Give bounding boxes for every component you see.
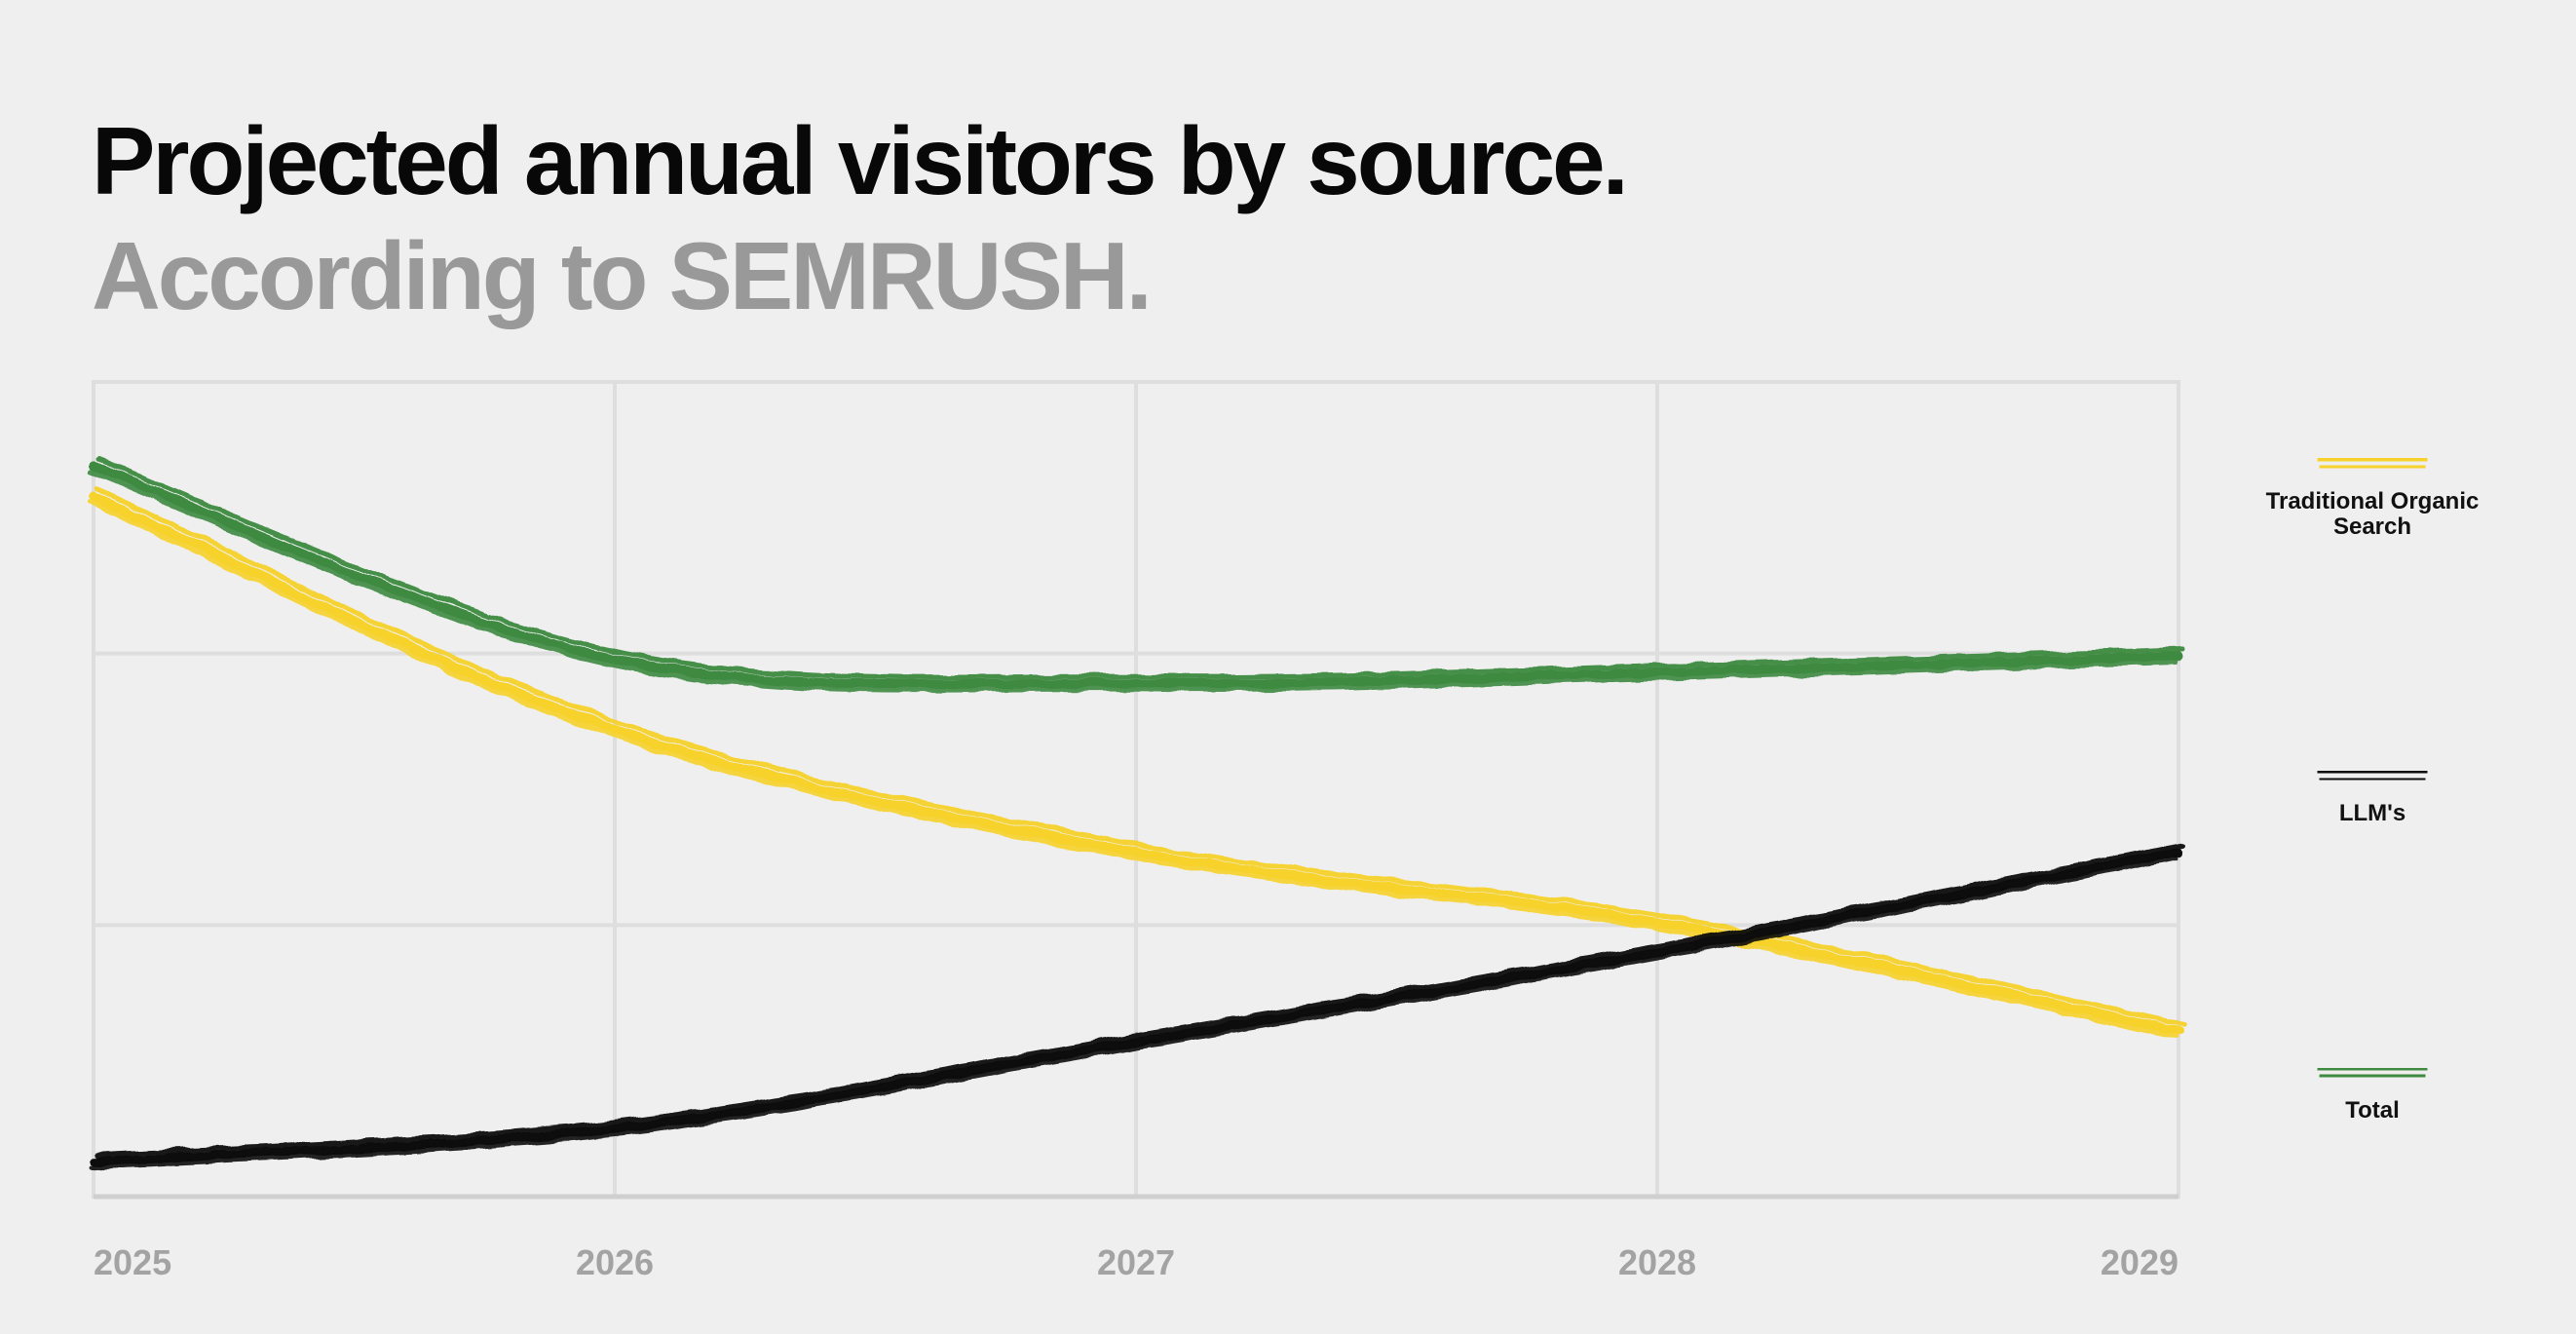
legend-label-total: Total	[2345, 1097, 2400, 1124]
series-line-traditional-organic-search-strand-2	[88, 499, 2178, 1040]
series-line-llm-s-strand-1	[95, 842, 2185, 1158]
series-line-llm-s-strand-2	[88, 855, 2178, 1170]
chart-title: Projected annual visitors by source.	[92, 107, 1629, 214]
legend-label-traditional-organic-search: Traditional Organic Search	[2265, 488, 2480, 540]
x-tick-label: 2028	[1618, 1242, 1696, 1282]
x-tick-label: 2026	[576, 1242, 654, 1282]
x-axis-ticks: 2025 2026 2027 2028 2029	[94, 1242, 2178, 1282]
legend-label-llms: LLM's	[2338, 800, 2406, 826]
series-total	[88, 456, 2185, 693]
legend-swatch-total	[2315, 1063, 2430, 1081]
legend-swatch-traditional-organic-search	[2315, 454, 2430, 472]
series-line-total-strand-2	[88, 469, 2178, 693]
legend-item-traditional-organic-search: Traditional Organic Search	[2231, 448, 2514, 540]
series-line-total-strand-1	[95, 456, 2185, 680]
x-tick-label: 2029	[2101, 1242, 2178, 1282]
legend-swatch-llms	[2315, 766, 2430, 784]
series-llm-s	[88, 842, 2185, 1170]
chart-subtitle: According to SEMRUSH.	[92, 222, 1153, 329]
series-line-traditional-organic-search-strand-1	[95, 486, 2185, 1027]
legend-item-total: Total	[2231, 1057, 2514, 1124]
x-tick-label: 2027	[1097, 1242, 1175, 1282]
series-line-total	[89, 461, 2183, 689]
x-tick-label: 2025	[94, 1242, 171, 1282]
legend-item-llms: LLM's	[2231, 760, 2514, 826]
series-traditional-organic-search	[88, 486, 2185, 1040]
chart-series	[88, 456, 2185, 1170]
series-line-llm-s	[89, 847, 2183, 1166]
series-line-traditional-organic-search	[89, 491, 2183, 1036]
chart-grid	[92, 380, 2180, 1200]
